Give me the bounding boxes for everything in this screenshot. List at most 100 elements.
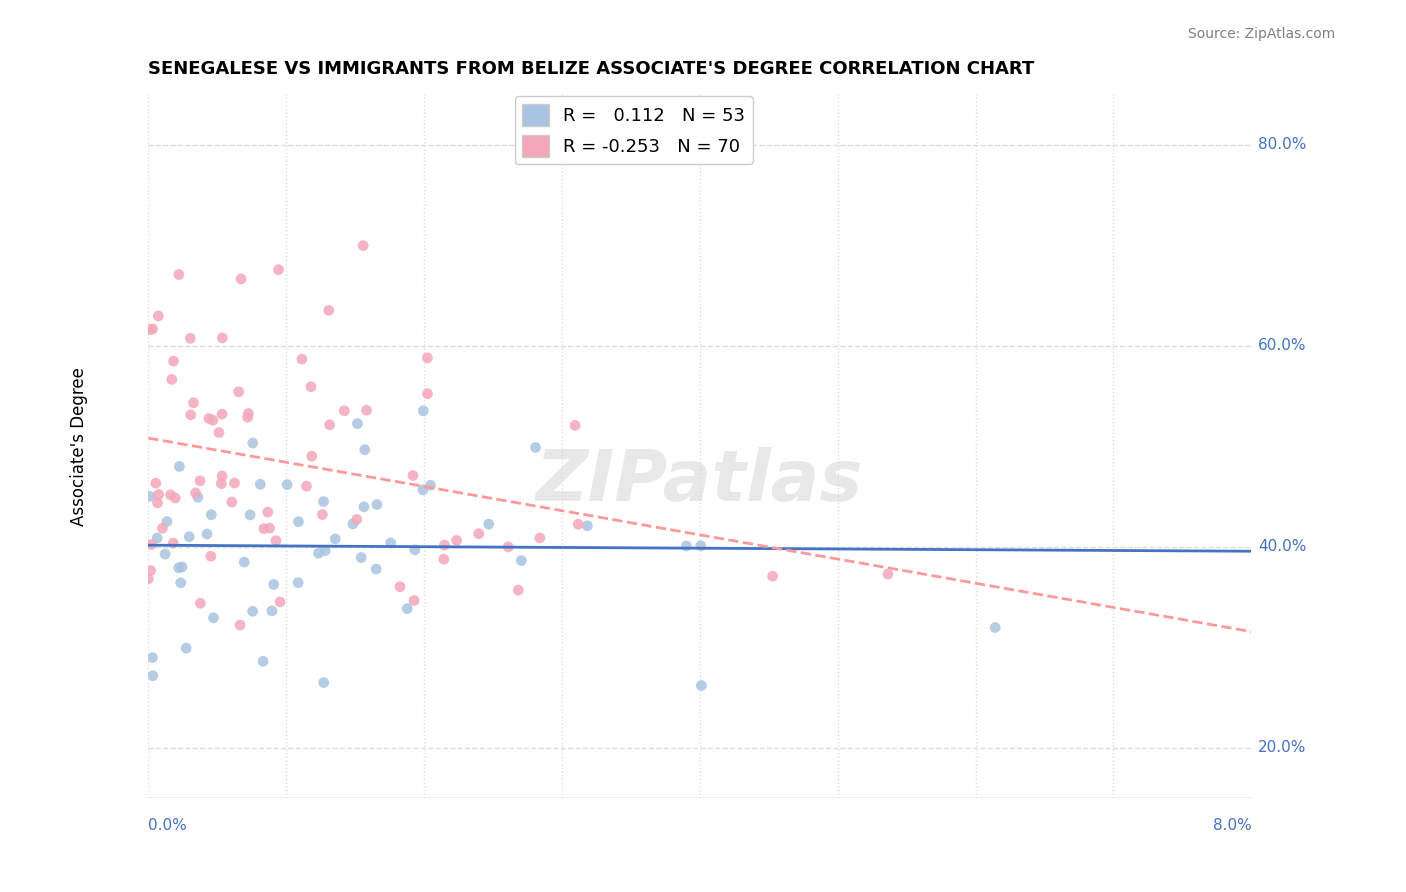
Point: [529, 531, 551, 545]
Point: [165, 491, 187, 505]
Point: [366, 498, 388, 512]
Point: [141, 650, 163, 665]
Point: [576, 518, 599, 533]
Point: [148, 309, 170, 323]
Point: [314, 543, 336, 558]
Point: [183, 396, 205, 410]
Point: [402, 468, 425, 483]
Point: [267, 262, 290, 277]
Point: [169, 459, 191, 474]
Point: [162, 354, 184, 368]
Point: [200, 508, 222, 522]
Point: [352, 238, 374, 252]
Point: [346, 512, 368, 526]
Point: [389, 580, 412, 594]
Point: [342, 516, 364, 531]
Text: Associate's Degree: Associate's Degree: [70, 367, 89, 525]
Point: [249, 477, 271, 491]
Point: [323, 532, 346, 546]
Point: [195, 527, 218, 541]
Point: [202, 611, 225, 625]
Point: [468, 526, 491, 541]
Point: [170, 560, 193, 574]
Point: [478, 517, 501, 532]
Point: [308, 546, 330, 560]
Point: [291, 352, 314, 367]
Point: [209, 476, 232, 491]
Point: [396, 601, 419, 615]
Point: [201, 413, 224, 427]
Point: [141, 322, 163, 336]
Point: [156, 515, 179, 529]
Point: [366, 562, 388, 576]
Point: [184, 486, 207, 500]
Point: [141, 537, 163, 551]
Point: [264, 533, 287, 548]
Point: [145, 476, 167, 491]
Text: 60.0%: 60.0%: [1258, 338, 1306, 353]
Text: SENEGALESE VS IMMIGRANTS FROM BELIZE ASSOCIATE'S DEGREE CORRELATION CHART: SENEGALESE VS IMMIGRANTS FROM BELIZE ASS…: [149, 60, 1035, 78]
Point: [159, 488, 181, 502]
Point: [690, 679, 713, 693]
Point: [198, 411, 221, 425]
Point: [446, 533, 468, 548]
Point: [762, 569, 785, 583]
Point: [416, 386, 439, 401]
Text: ZIPatlas: ZIPatlas: [536, 447, 863, 516]
Point: [510, 553, 533, 567]
Point: [380, 536, 402, 550]
Point: [167, 268, 190, 282]
Point: [208, 425, 231, 440]
Point: [188, 596, 211, 610]
Point: [170, 575, 193, 590]
Point: [253, 522, 276, 536]
Point: [139, 322, 162, 336]
Point: [180, 408, 202, 422]
Text: 20.0%: 20.0%: [1258, 740, 1306, 755]
Point: [433, 538, 456, 552]
Point: [356, 403, 378, 417]
Point: [160, 372, 183, 386]
Point: [984, 621, 1007, 635]
Text: 0.0%: 0.0%: [149, 818, 187, 833]
Point: [564, 418, 586, 433]
Point: [233, 555, 256, 569]
Point: [236, 410, 259, 425]
Point: [295, 479, 318, 493]
Legend: R =   0.112   N = 53, R = -0.253   N = 70: R = 0.112 N = 53, R = -0.253 N = 70: [515, 96, 752, 164]
Point: [167, 561, 190, 575]
Point: [318, 303, 340, 318]
Point: [139, 564, 162, 578]
Point: [242, 436, 264, 450]
Point: [675, 539, 697, 553]
Point: [146, 496, 169, 510]
Point: [318, 417, 340, 432]
Point: [242, 604, 264, 618]
Point: [229, 272, 252, 286]
Point: [333, 404, 356, 418]
Text: 40.0%: 40.0%: [1258, 539, 1306, 554]
Point: [287, 575, 309, 590]
Point: [174, 641, 197, 656]
Point: [188, 474, 211, 488]
Point: [153, 547, 176, 561]
Point: [312, 494, 335, 508]
Point: [221, 495, 243, 509]
Point: [239, 508, 262, 522]
Point: [238, 407, 260, 421]
Point: [311, 508, 333, 522]
Point: [567, 517, 589, 532]
Point: [312, 675, 335, 690]
Point: [187, 490, 209, 504]
Point: [353, 500, 375, 514]
Point: [301, 449, 323, 463]
Point: [299, 380, 322, 394]
Point: [228, 384, 250, 399]
Point: [689, 539, 711, 553]
Point: [138, 489, 160, 503]
Point: [152, 521, 174, 535]
Text: 8.0%: 8.0%: [1212, 818, 1251, 833]
Point: [876, 567, 898, 582]
Point: [263, 577, 285, 591]
Text: Source: ZipAtlas.com: Source: ZipAtlas.com: [1188, 27, 1336, 41]
